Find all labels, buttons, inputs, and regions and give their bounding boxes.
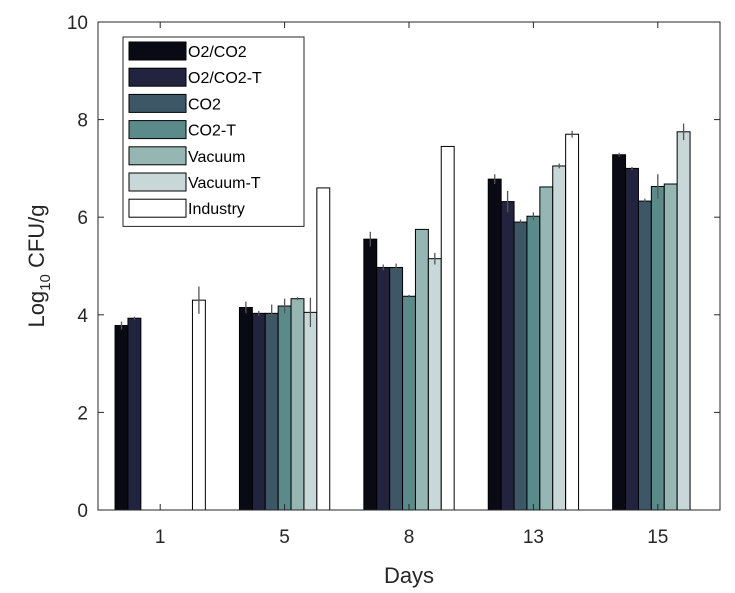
bar [676,131,691,511]
y-axis-title: Log10 CFU/g [24,204,54,327]
bar [363,238,378,511]
legend-label: CO2-T [188,123,236,140]
legend-label: Vacuum-T [188,175,261,192]
bar [539,186,554,511]
legend-label: CO2 [188,96,221,113]
y-tick-label: 2 [77,403,88,424]
bar [565,133,580,511]
bar [114,325,129,511]
bar [376,266,391,511]
x-axis-title: Days [384,563,434,588]
bar [316,187,331,511]
y-tick-label: 6 [77,208,88,229]
legend-swatch [128,93,187,113]
legend-swatch [128,120,187,140]
y-axis-title-prefix: Log [24,291,49,328]
legend-label: O2/CO2-T [188,70,262,87]
y-axis-title-subscript: 10 [37,274,54,291]
legend-swatch [128,146,187,166]
legend-label: Industry [188,201,245,218]
x-tick-label: 13 [523,527,544,548]
bar [552,165,567,511]
bar [389,266,404,511]
bar [277,305,292,511]
y-tick-label: 8 [77,111,88,132]
bar [264,312,279,511]
legend-swatch [128,67,187,87]
x-tick-label: 15 [647,527,668,548]
bar [663,183,678,511]
bar [303,311,318,511]
legend-swatch [128,198,187,218]
x-axis-ticks: 1 5 8 13 15 [155,22,668,548]
bar [625,167,639,511]
bar [191,299,206,511]
x-tick-label: 5 [279,527,290,548]
bar [487,178,502,511]
y-axis-title-suffix: CFU/g [24,204,49,274]
legend: O2/CO2 O2/CO2-T CO2 CO2-T Vacuum Vacuum-T Indu… [122,36,305,227]
bar [637,200,652,511]
legend-label: Vacuum [188,149,246,166]
y-tick-label: 0 [77,501,88,522]
y-tick-label: 4 [77,306,88,327]
x-tick-label: 1 [155,527,166,548]
bar [290,298,305,511]
x-tick-label: 8 [404,527,415,548]
bar [513,221,528,511]
bar [650,185,665,511]
bar [500,201,515,511]
legend-swatch [128,172,187,192]
bar [414,228,429,511]
bar [251,312,266,511]
bar [612,154,627,511]
y-axis-ticks: 0 2 4 6 8 10 [67,13,720,522]
bar [427,258,442,511]
bar [526,215,541,511]
legend-swatch [128,41,187,61]
legend-label: O2/CO2 [188,44,247,61]
bar [127,317,142,511]
bar [402,295,416,511]
bar [440,145,455,511]
y-tick-label: 10 [67,13,88,34]
bar [238,306,253,511]
